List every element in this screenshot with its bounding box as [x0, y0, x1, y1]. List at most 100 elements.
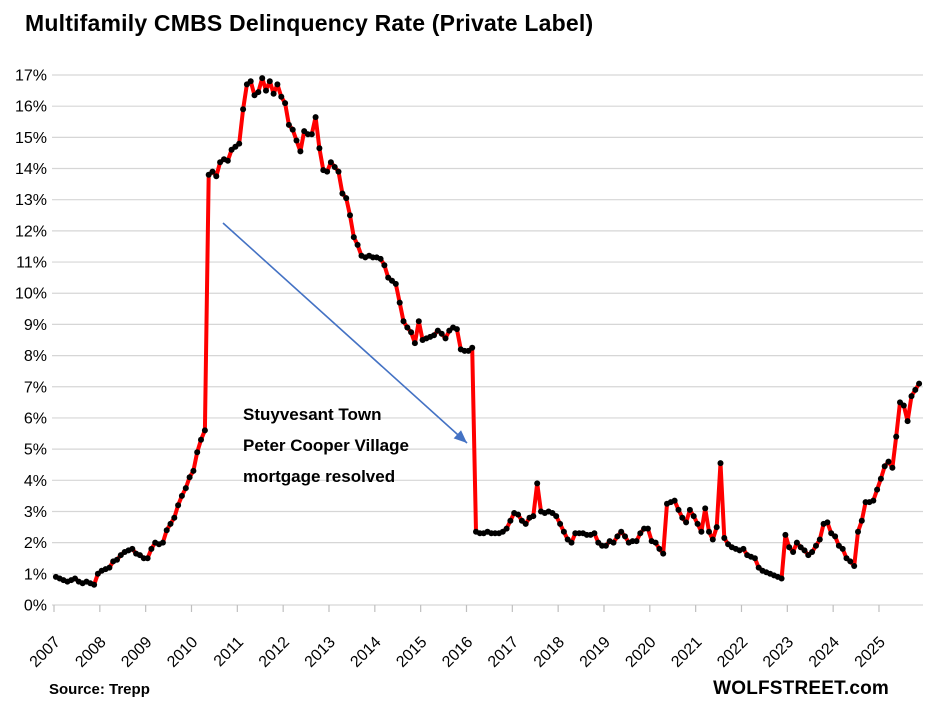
data-point-marker — [813, 542, 819, 549]
data-point-marker — [855, 528, 861, 535]
y-axis-label-1pct: 1% — [24, 566, 47, 583]
data-point-marker — [247, 78, 254, 85]
data-point-marker — [453, 326, 460, 333]
data-point-marker — [190, 467, 197, 474]
data-point-marker — [660, 550, 667, 557]
data-point-marker — [335, 168, 342, 175]
y-axis-label-14pct: 14% — [15, 161, 47, 178]
data-point-marker — [392, 280, 399, 287]
data-point-marker — [438, 330, 445, 337]
data-point-marker — [740, 545, 747, 552]
data-point-marker — [201, 427, 208, 434]
delinquency-rate-line — [53, 76, 922, 587]
data-point-marker — [91, 581, 98, 588]
data-point-marker — [404, 324, 411, 331]
data-point-marker — [778, 575, 785, 582]
data-point-marker — [469, 344, 476, 351]
data-point-marker — [339, 190, 346, 197]
data-point-marker — [690, 513, 697, 520]
data-point-marker — [560, 528, 567, 535]
data-point-marker — [614, 533, 621, 540]
y-axis-label-9pct: 9% — [24, 317, 47, 334]
data-point-marker — [198, 436, 204, 443]
x-axis-label-2016: 2016 — [439, 634, 476, 671]
data-point-marker — [408, 329, 415, 336]
y-axis-label-17pct: 17% — [15, 68, 47, 85]
y-axis-label-5pct: 5% — [24, 442, 47, 459]
data-point-marker — [167, 520, 174, 527]
data-point-marker — [144, 555, 151, 562]
x-axis-label-2015: 2015 — [393, 634, 430, 671]
data-point-marker — [316, 145, 323, 152]
data-point-marker — [881, 463, 888, 470]
data-point-marker — [889, 464, 896, 471]
data-point-marker — [312, 114, 319, 121]
data-point-marker — [683, 519, 690, 526]
annotation-line-2: Peter Cooper Village — [243, 436, 409, 455]
data-point-marker — [530, 513, 537, 520]
data-point-marker — [327, 159, 334, 166]
data-point-marker — [832, 533, 839, 540]
data-point-marker — [809, 549, 816, 555]
data-point-marker — [751, 555, 758, 562]
x-axis-label-2018: 2018 — [531, 634, 568, 671]
data-point-marker — [270, 90, 277, 97]
data-point-marker — [816, 536, 823, 543]
data-point-marker — [786, 544, 793, 551]
data-point-marker — [610, 539, 617, 546]
gridlines — [52, 74, 923, 606]
data-point-marker — [622, 533, 628, 540]
data-point-marker — [209, 168, 216, 175]
data-point-marker — [236, 140, 243, 147]
x-axis-label-2024: 2024 — [806, 634, 843, 671]
data-point-marker — [431, 332, 437, 339]
data-point-marker — [602, 542, 609, 549]
data-point-marker — [522, 520, 529, 527]
x-axis-label-2020: 2020 — [622, 634, 659, 671]
x-axis-label-2014: 2014 — [347, 634, 384, 671]
data-point-marker — [194, 449, 201, 456]
data-point-marker — [652, 539, 659, 546]
data-point-marker — [858, 517, 865, 524]
data-point-marker — [507, 517, 514, 524]
x-axis-label-2009: 2009 — [118, 634, 155, 671]
data-point-marker — [297, 148, 304, 155]
annotation-arrowhead — [453, 430, 467, 443]
data-point-marker — [679, 514, 686, 521]
data-point-marker — [916, 380, 923, 387]
y-axis-label-0pct: 0% — [24, 598, 47, 615]
x-axis-label-2007: 2007 — [27, 634, 64, 671]
data-point-marker — [213, 173, 220, 180]
data-point-marker — [709, 536, 716, 543]
data-point-marker — [354, 241, 361, 248]
data-point-marker — [900, 402, 907, 409]
data-point-marker — [331, 164, 338, 170]
data-point-marker — [182, 485, 189, 492]
page-title: Multifamily CMBS Delinquency Rate (Priva… — [25, 10, 594, 36]
data-point-marker — [713, 524, 720, 531]
data-point-marker — [343, 195, 350, 202]
data-point-marker — [790, 549, 797, 555]
data-point-marker — [698, 528, 705, 535]
data-point-marker — [706, 528, 712, 535]
branding-label: WOLFSTREET.com — [713, 678, 889, 699]
data-point-marker — [568, 539, 575, 546]
data-point-marker — [266, 78, 273, 85]
data-point-marker — [633, 538, 640, 545]
x-axis-label-2023: 2023 — [760, 634, 797, 671]
x-axis-label-2017: 2017 — [485, 634, 522, 671]
data-point-marker — [675, 506, 682, 513]
y-axis-label-2pct: 2% — [24, 535, 47, 552]
data-point-marker — [324, 168, 331, 175]
y-axis-label-3pct: 3% — [24, 504, 47, 521]
data-point-marker — [877, 475, 884, 482]
x-axis-label-2010: 2010 — [164, 634, 201, 671]
y-axis-label-10pct: 10% — [15, 286, 47, 303]
data-point-marker — [282, 100, 289, 107]
data-point-marker — [912, 386, 919, 393]
data-point-marker — [534, 480, 541, 487]
data-point-marker — [178, 492, 185, 499]
y-axis-label-12pct: 12% — [15, 223, 47, 240]
